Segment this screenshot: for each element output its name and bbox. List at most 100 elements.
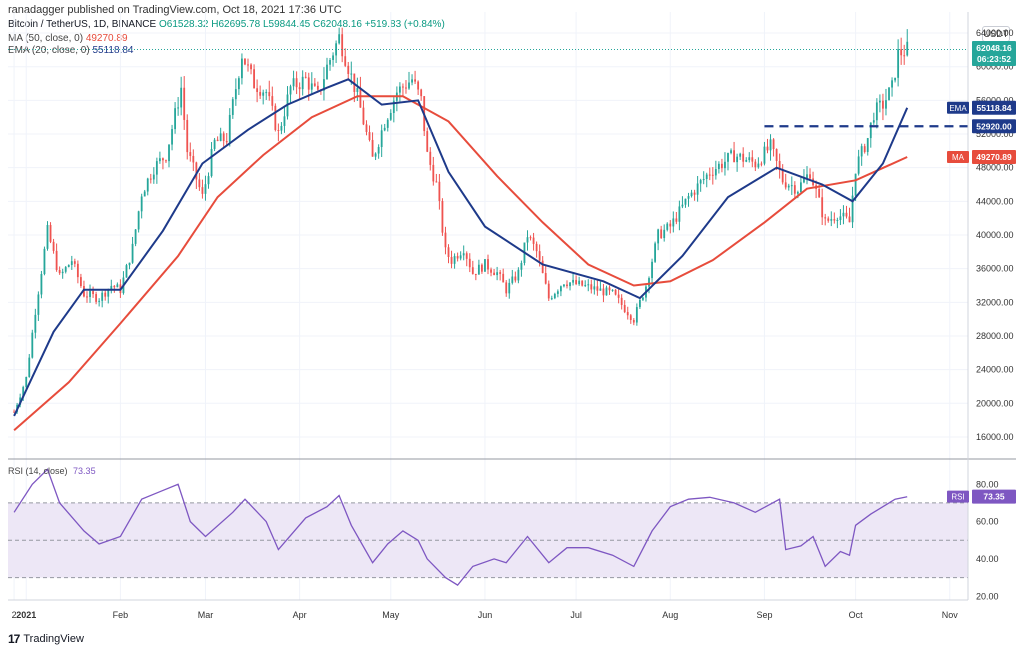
ma-legend[interactable]: MA (50, close, 0) 49270.89 bbox=[8, 33, 128, 44]
candle-body bbox=[398, 86, 401, 93]
ohlc-values: O61528.32 H62695.78 L59844.45 C62048.16 … bbox=[158, 19, 445, 30]
candle-body bbox=[587, 284, 590, 286]
candle-body bbox=[210, 148, 213, 177]
candle-body bbox=[43, 248, 46, 275]
candle-body bbox=[40, 274, 43, 295]
candle-body bbox=[101, 292, 104, 301]
time-tick-label: Jul bbox=[570, 610, 582, 620]
candle-body bbox=[271, 96, 274, 106]
candle-body bbox=[356, 87, 359, 92]
candle-body bbox=[13, 411, 15, 413]
candle-body bbox=[875, 102, 878, 121]
candle-body bbox=[502, 273, 505, 283]
candle-body bbox=[906, 41, 909, 56]
candle-body bbox=[848, 216, 851, 223]
candle-body bbox=[34, 314, 37, 333]
candle-body bbox=[420, 89, 423, 97]
candle-body bbox=[578, 280, 581, 285]
ma-price-badge bbox=[972, 149, 1016, 164]
candle-body bbox=[58, 270, 61, 274]
candle-body bbox=[742, 153, 745, 162]
candle-body bbox=[660, 229, 663, 239]
ma-legend-label: MA (50, close, 0) bbox=[8, 33, 84, 44]
candle-body bbox=[350, 73, 353, 75]
candle-body bbox=[836, 219, 839, 221]
price-tick-label: 32000.00 bbox=[976, 297, 1014, 307]
candle-body bbox=[860, 146, 863, 157]
candle-body bbox=[584, 284, 587, 286]
candle-body bbox=[335, 43, 338, 56]
candle-body bbox=[61, 271, 64, 274]
symbol-name[interactable]: Bitcoin / TetherUS, 1D, BINANCE bbox=[8, 19, 157, 30]
candle-body bbox=[739, 153, 742, 157]
ema-legend[interactable]: EMA (20, close, 0) 55118.84 bbox=[8, 45, 133, 56]
candle-body bbox=[690, 192, 693, 197]
symbol-legend: Bitcoin / TetherUS, 1D, BINANCE O61528.3… bbox=[8, 19, 445, 30]
candle-body bbox=[608, 287, 611, 291]
candle-body bbox=[490, 269, 492, 273]
last-price-badge bbox=[972, 40, 1016, 66]
candle-body bbox=[405, 87, 407, 89]
indicator-lines bbox=[8, 48, 968, 586]
candle-body bbox=[629, 315, 632, 320]
time-tick-label: 2 bbox=[12, 610, 17, 620]
candle-body bbox=[268, 92, 271, 97]
candle-body bbox=[329, 60, 331, 65]
candle-body bbox=[556, 291, 559, 294]
candle-body bbox=[116, 284, 119, 288]
candle-body bbox=[462, 253, 465, 256]
candle-body bbox=[575, 279, 578, 285]
candle-body bbox=[642, 297, 644, 300]
candle-body bbox=[162, 158, 164, 161]
candle-body bbox=[854, 173, 857, 196]
support-price-badge-text: 52920.00 bbox=[976, 121, 1012, 131]
rsi-value-tag bbox=[947, 490, 969, 503]
price-tick-label: 64000.00 bbox=[976, 28, 1014, 38]
candle-body bbox=[763, 146, 766, 164]
candle-body bbox=[790, 185, 793, 187]
candle-body bbox=[95, 294, 98, 302]
candle-body bbox=[477, 264, 480, 275]
candle-body bbox=[693, 192, 696, 195]
candle-body bbox=[107, 289, 110, 297]
candle-body bbox=[514, 276, 517, 281]
candle-body bbox=[411, 79, 413, 83]
candle-body bbox=[842, 212, 845, 217]
time-tick-label: 2021 bbox=[16, 610, 36, 620]
candle-body bbox=[526, 237, 529, 243]
candle-body bbox=[231, 99, 234, 115]
candle-body bbox=[581, 280, 584, 286]
candle-body bbox=[714, 169, 717, 176]
candle-body bbox=[596, 286, 599, 291]
candle-body bbox=[605, 287, 608, 296]
candle-body bbox=[49, 224, 52, 242]
time-tick-label: Oct bbox=[849, 610, 864, 620]
candle-body bbox=[775, 148, 778, 161]
candle-body bbox=[432, 164, 435, 182]
candle-body bbox=[699, 180, 702, 184]
candle-body bbox=[894, 77, 896, 81]
candle-body bbox=[541, 260, 544, 274]
candle-body bbox=[766, 146, 769, 151]
candle-body bbox=[663, 229, 666, 239]
candle-body bbox=[22, 387, 25, 398]
candle-body bbox=[362, 107, 365, 125]
candle-body bbox=[560, 286, 562, 292]
candle-body bbox=[800, 182, 802, 193]
candle-body bbox=[818, 188, 821, 198]
candle-body bbox=[833, 219, 836, 221]
candle-body bbox=[67, 264, 70, 268]
candle-body bbox=[708, 174, 711, 176]
candle-body bbox=[313, 83, 316, 86]
candle-body bbox=[55, 250, 58, 271]
candle-body bbox=[481, 264, 483, 272]
candle-body bbox=[863, 146, 866, 152]
candle-body bbox=[724, 161, 726, 169]
candle-body bbox=[222, 133, 225, 141]
candle-body bbox=[89, 291, 91, 297]
candle-body bbox=[174, 108, 176, 130]
candle-body bbox=[666, 223, 669, 230]
ema-price-tag bbox=[947, 101, 969, 114]
candle-body bbox=[678, 206, 681, 222]
